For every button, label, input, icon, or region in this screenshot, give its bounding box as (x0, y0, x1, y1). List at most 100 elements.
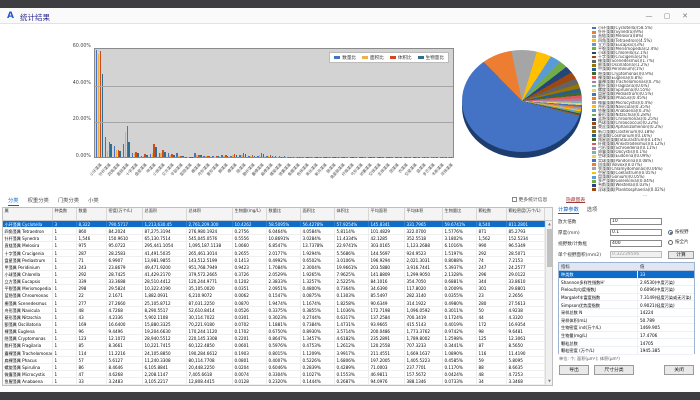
table-row[interactable]: 裸藻属 Euglena 1 96 9.4496 19,204.6630 170,244.1… (3, 328, 545, 336)
column-header[interactable]: 平均体积 (405, 208, 443, 220)
table-row[interactable]: 十字藻属 Crucigenia 1 287 28.2583 41,491.5035 265… (3, 249, 545, 257)
index-row[interactable]: 种类数 33 (559, 271, 694, 279)
table-cell: 1 (53, 370, 77, 378)
table-row[interactable]: 隐藻属 Cryptomonas 1 123 12.1072 28,940.5512 220… (3, 335, 545, 343)
table-row[interactable]: 盘星藻属 Pediastrum 1 71 6.9907 13,981.9855 143,5… (3, 256, 545, 264)
table-row[interactable]: 扁裸藻属 Phacus 1 57 5.6127 11,240.3308 80,114.77… (3, 356, 545, 364)
bar-体积比 (296, 156, 299, 157)
more-stats-checkbox[interactable]: 更多统计信息 (512, 196, 547, 203)
column-header[interactable]: 总体积 (187, 208, 233, 220)
tab-subclass[interactable]: 小类 (88, 198, 99, 204)
radio-by-view[interactable]: 按视野 (668, 229, 689, 235)
bar-体积比 (395, 156, 397, 157)
column-header[interactable]: 体积比 (335, 208, 369, 220)
index-row[interactable]: 生物密度 ind(万个/L) 1469.905 (559, 324, 694, 332)
tab-options[interactable]: 选项 (586, 207, 598, 213)
tab-phylum-classification[interactable]: 门类分类 (57, 198, 80, 204)
column-header[interactable]: 颗粒数 (477, 208, 507, 220)
calculate-button[interactable]: 计算 (668, 251, 694, 259)
column-header[interactable]: 生物量(mg/L) (233, 208, 267, 220)
table-scrollbar[interactable]: ▲ ▼ (545, 221, 552, 385)
index-row[interactable]: 采样体积(mL) 50.789 (559, 316, 694, 325)
index-name: Simpson优势度指数 (559, 301, 638, 308)
checkbox-icon[interactable] (512, 197, 517, 202)
bar-数量比 (427, 156, 429, 157)
table-row[interactable]: 螺旋藻属 Spirulina 1 86 8.4646 6,105.8841 20,448.… (3, 363, 545, 371)
scrollbar-thumb[interactable] (547, 229, 552, 267)
minimize-button[interactable]: — (645, 12, 653, 20)
pie-legend-more[interactable]: ... (642, 192, 648, 198)
magnification-input[interactable] (610, 218, 662, 225)
tab-classification[interactable]: 分类 (8, 198, 19, 206)
table-row[interactable]: 甲藻属 Peridinium 1 243 23.8679 49,471.9200 951,… (3, 263, 545, 271)
table-row[interactable]: 栅藻属 Scenedesmus 1 277 27.2660 25,105.8712 87,… (3, 299, 545, 307)
tab-calc-params[interactable]: 计算参数 (558, 207, 579, 214)
index-row[interactable]: Simpson优势度指数 0.9021(轻度污染) (559, 301, 694, 309)
table-cell: 120,244.9771 (187, 278, 233, 285)
maximize-button[interactable]: ▢ (663, 12, 671, 20)
index-row[interactable]: 生物量(mg/L) 17.4706 (559, 331, 694, 340)
table-row[interactable]: 菱形藻属 Nitzschia 1 43 4.2336 5,902.1108 30,114.… (3, 313, 545, 321)
table-row[interactable]: 四角藻属 Tetraedron 1 860 84.2024 87,275.3194 276… (3, 228, 545, 236)
table-row[interactable]: 小环藻属 Cyclotella 3 8,322 790.5717 1,213,630.4… (3, 221, 545, 229)
index-row[interactable]: 颗粒密度 (万个/L) 1945.385 (559, 346, 694, 355)
size-class-button[interactable]: 尺寸分类 (594, 365, 634, 375)
scroll-down-icon[interactable]: ▼ (548, 379, 551, 383)
table-cell: 60,122.4850 (187, 342, 233, 349)
radio-by-slide[interactable]: 按全片 (668, 239, 689, 245)
table-cell: 1,123.2688 (405, 242, 443, 249)
gridline (95, 122, 453, 124)
column-header[interactable]: 生物量比 (443, 208, 477, 220)
table-row[interactable]: 囊裸藻属 Trachelomonas 1 114 11.2216 24,105.8850… (3, 349, 545, 357)
scroll-up-icon[interactable]: ▲ (548, 222, 551, 226)
legend-item: 体积比 (389, 55, 412, 61)
table-row[interactable]: 鱼腥藻属 Anabaena 1 33 3.2483 3,105.2217 12,808.4… (3, 378, 545, 385)
table-cell: 301 (477, 285, 507, 292)
column-header[interactable]: 颗粒密度(万个/L) (507, 208, 545, 220)
index-row[interactable]: 颗粒总数 14705 (559, 339, 694, 347)
view-count-input[interactable] (610, 240, 662, 247)
table-cell: 58.5095% (267, 221, 301, 228)
table-row[interactable]: 针杆藻属 Synedra 1 1,546 150.9610 65,130.7514 545… (3, 235, 545, 243)
export-button[interactable]: 导出 (559, 365, 589, 375)
table-row[interactable]: 颤藻属 Oscillatoria 1 169 16.6400 15,880.3325 70… (3, 320, 545, 329)
column-header[interactable]: 平均面积 (369, 208, 405, 220)
radio-icon[interactable] (668, 239, 673, 245)
column-header[interactable]: 总面积 (143, 208, 187, 220)
column-header[interactable]: 密度(万个/L) (107, 208, 143, 220)
hide-charts-link[interactable]: 隐藏图表 (566, 198, 586, 203)
table-cell: 0.0870 (233, 299, 267, 306)
tab-weight-classification[interactable]: 权重分类 (27, 198, 49, 204)
close-icon[interactable]: ✕ (682, 12, 688, 20)
column-header[interactable]: 属 (3, 208, 53, 220)
table-row[interactable]: 脆杆藻属 Fragilaria 1 85 8.3661 10,221.7415 60,12… (3, 342, 545, 350)
table-cell: 700.3419 (405, 313, 443, 320)
bar-面积比 (258, 154, 261, 157)
index-row[interactable]: Shannon多样性指数H' 2.9530(中度污染) (559, 278, 694, 287)
table-row[interactable]: 小球藻属 Chlorella 1 292 28.7425 41,429.2170 379,… (3, 270, 545, 279)
table-cell: 4.0584% (301, 228, 335, 235)
table-row[interactable]: 立方藻属 Eucapsis 1 339 33.3688 28,510.4412 120,2… (3, 278, 545, 286)
pie-legend-item: 鼓藻属(Cosmarium)(0.16%) (592, 134, 698, 138)
pie-legend-label: 小环藻属(Cyclotella)(58.5%) (598, 26, 653, 31)
index-row[interactable]: 采样总数 N 14224 (559, 308, 694, 317)
column-header[interactable]: 数量 (77, 208, 107, 220)
table-row[interactable]: 微囊藻属 Microcystis 1 47 4.6268 2,208.1147 7,405… (3, 370, 545, 379)
thickness-input[interactable] (610, 229, 662, 236)
close-button[interactable]: 关闭 (664, 365, 694, 375)
table-row[interactable]: 直链藻属 Melosira 1 975 95.0722 295,441.1054 1,09… (3, 242, 545, 250)
table-cell: 2.0529% (267, 270, 301, 278)
column-header[interactable]: 面积比 (301, 208, 335, 220)
column-header[interactable]: 种类数 (53, 208, 77, 220)
table-row[interactable]: 平裂藻属 Merismopedia 1 298 29.5824 10,322.4190 3… (3, 285, 545, 293)
radio-icon[interactable] (668, 229, 673, 235)
table-row[interactable]: 蓝隐藻属 Chroomonas 1 22 2.1671 1,882.0931 6,210.… (3, 292, 545, 300)
bar-生物量比 (361, 156, 363, 157)
index-row[interactable]: Margalef丰富度指数 7.3149(轻度污染或无污染) (559, 293, 694, 302)
table-cell: 5.3937% (443, 263, 477, 270)
column-header[interactable]: 数量比 (267, 208, 301, 220)
bar-面积比 (249, 156, 252, 157)
index-row[interactable]: Pielou均匀度指数J 0.6096(中度污染) (559, 286, 694, 294)
bar-面积比 (178, 156, 180, 157)
table-row[interactable]: 舟形藻属 Navicula 1 48 4.7268 8,290.5517 52,610.8… (3, 306, 545, 314)
